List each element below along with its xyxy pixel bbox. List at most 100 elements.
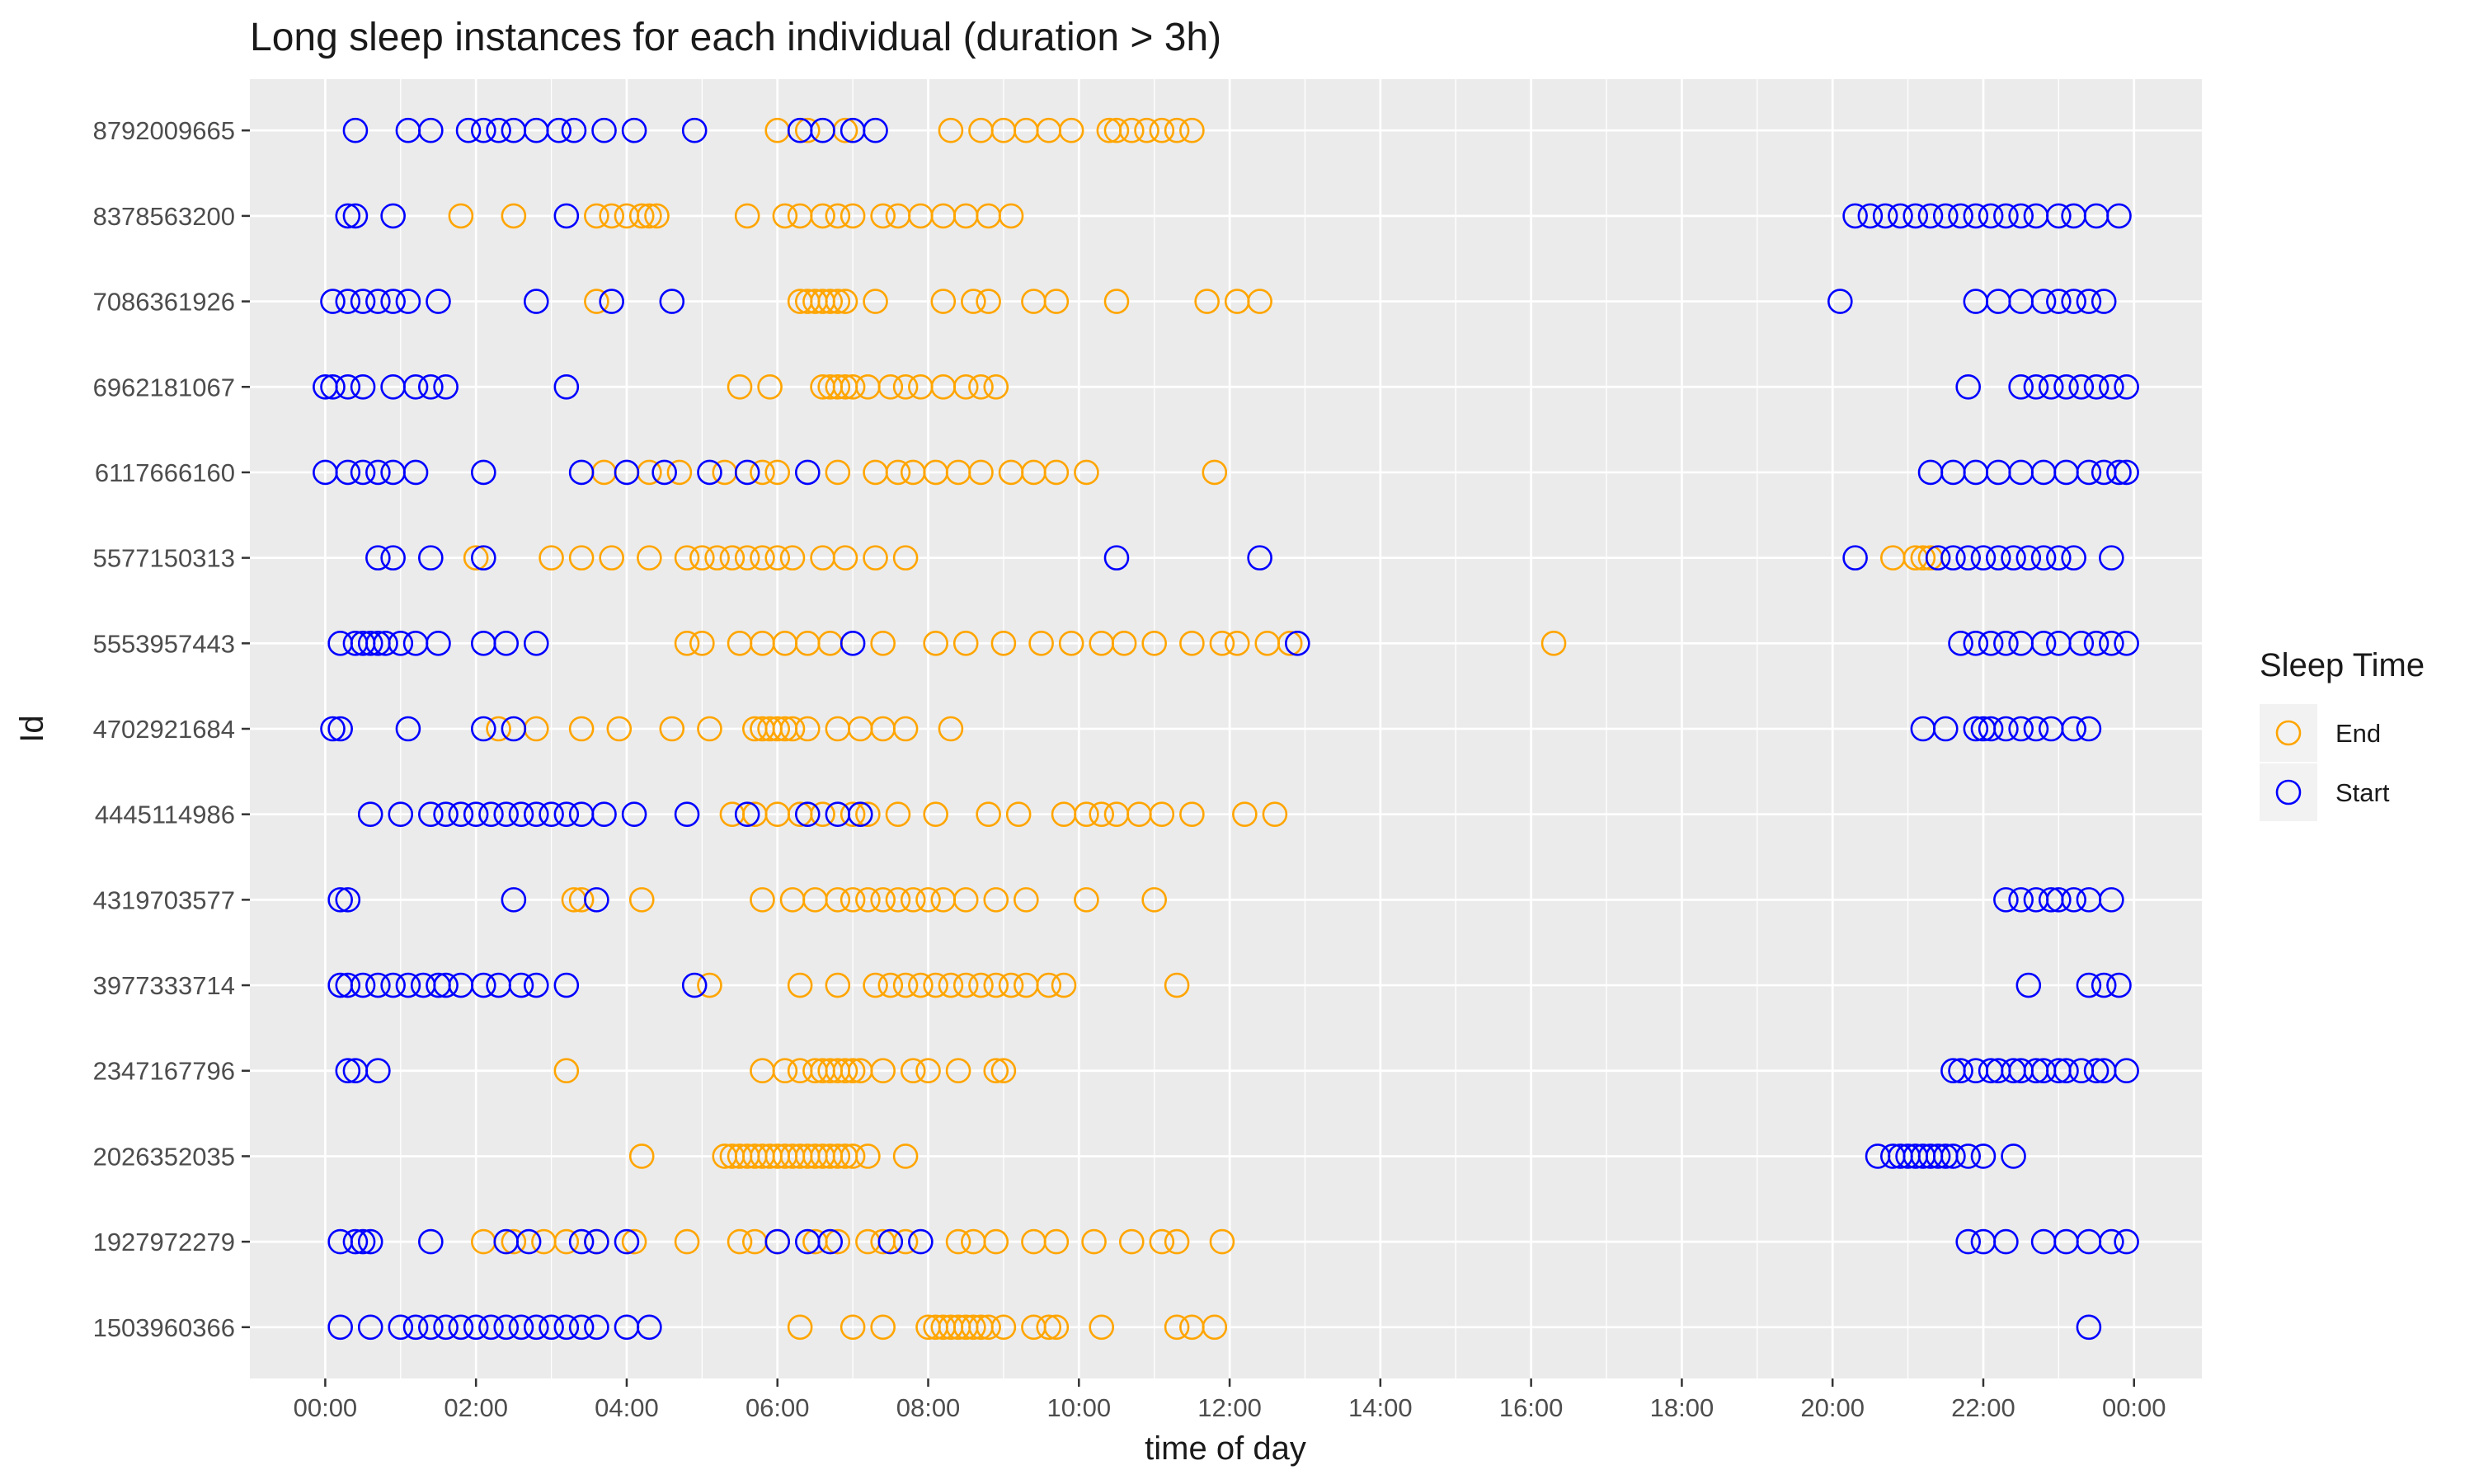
data-point (523, 801, 549, 827)
data-point (727, 373, 753, 400)
data-point (1993, 631, 2019, 656)
data-point (380, 289, 406, 314)
data-point (2083, 373, 2109, 400)
data-point (863, 972, 888, 998)
data-point (365, 459, 391, 486)
data-point (2091, 289, 2117, 314)
data-point (637, 545, 662, 571)
data-point (471, 459, 496, 486)
data-point (840, 1058, 866, 1084)
data-point (2015, 972, 2042, 998)
data-point (1955, 373, 1981, 400)
data-point (1940, 1144, 1966, 1169)
y-axis-title: Id (14, 715, 50, 742)
data-point (614, 1228, 640, 1255)
data-point (840, 1314, 866, 1341)
data-point (1081, 1228, 1107, 1255)
legend-key-background (2260, 704, 2317, 762)
data-point (463, 1314, 489, 1341)
data-point (990, 1058, 1017, 1084)
data-point (591, 801, 617, 827)
x-tick-label: 00:00 (294, 1393, 358, 1422)
data-point (750, 545, 775, 571)
legend: Sleep Time End Start (2260, 647, 2425, 821)
data-point (1993, 887, 2019, 913)
data-point (418, 1314, 444, 1341)
data-point (750, 459, 775, 486)
data-point (674, 801, 700, 827)
data-point (418, 373, 444, 400)
data-point (1970, 545, 1997, 571)
y-tick-label: 8792009665 (93, 116, 235, 145)
data-point (448, 203, 474, 229)
x-axis: 00:00 02:00 04:00 06:00 08:00 10:00 12:00 14:00… (294, 1378, 2166, 1422)
data-point (870, 203, 896, 229)
data-point (628, 203, 655, 229)
data-point (493, 801, 520, 827)
data-point (968, 972, 994, 998)
data-point (628, 1144, 655, 1169)
data-point (2106, 459, 2132, 486)
data-point (584, 887, 609, 913)
data-point (689, 545, 715, 571)
data-point (1074, 887, 1099, 913)
data-point (591, 117, 617, 143)
data-point (373, 631, 398, 656)
data-point (1164, 972, 1190, 998)
data-point (923, 801, 948, 827)
y-tick-label: 5577150313 (93, 544, 235, 573)
data-point (704, 545, 730, 571)
data-point (335, 373, 361, 400)
data-point (832, 545, 858, 571)
y-tick-label: 2026352035 (93, 1142, 235, 1171)
data-point (1089, 801, 1115, 827)
data-point (380, 545, 406, 571)
data-point (448, 801, 474, 827)
data-point (365, 972, 391, 998)
data-point (2030, 631, 2057, 656)
data-point (983, 887, 1009, 913)
data-point (998, 203, 1024, 229)
data-point (335, 203, 361, 229)
data-point (2053, 1058, 2079, 1084)
x-tick-label: 00:00 (2102, 1393, 2166, 1422)
data-point (553, 801, 580, 827)
data-point (1179, 631, 1205, 656)
data-point (952, 631, 979, 656)
legend-label: End (2335, 719, 2381, 748)
data-point (1014, 887, 1039, 913)
data-point (1202, 1314, 1228, 1341)
data-point (426, 631, 451, 656)
x-tick-label: 14:00 (1348, 1393, 1413, 1422)
data-point (418, 117, 444, 143)
x-tick-label: 08:00 (896, 1393, 961, 1422)
data-point (1842, 203, 1868, 229)
data-point (1963, 203, 1989, 229)
data-point (2114, 373, 2139, 400)
data-point (1005, 801, 1032, 827)
data-point (825, 203, 851, 229)
data-point (870, 1314, 896, 1341)
data-point (508, 972, 534, 998)
data-point (523, 289, 549, 314)
data-point (1043, 1228, 1070, 1255)
data-point (968, 373, 994, 400)
data-point (734, 203, 760, 229)
data-point (320, 373, 346, 400)
data-point (787, 1314, 813, 1341)
data-point (825, 373, 851, 400)
data-point (448, 1314, 474, 1341)
data-point (2114, 459, 2139, 486)
data-point (945, 1058, 971, 1084)
data-point (1074, 801, 1099, 827)
data-point (734, 801, 760, 827)
data-point (606, 716, 633, 742)
data-point (568, 887, 595, 913)
data-point (1232, 801, 1258, 827)
data-point (486, 716, 511, 742)
data-point (1955, 1228, 1981, 1255)
data-point (938, 716, 964, 742)
data-point (2008, 203, 2034, 229)
data-point (870, 1058, 896, 1084)
data-point (990, 1314, 1017, 1341)
